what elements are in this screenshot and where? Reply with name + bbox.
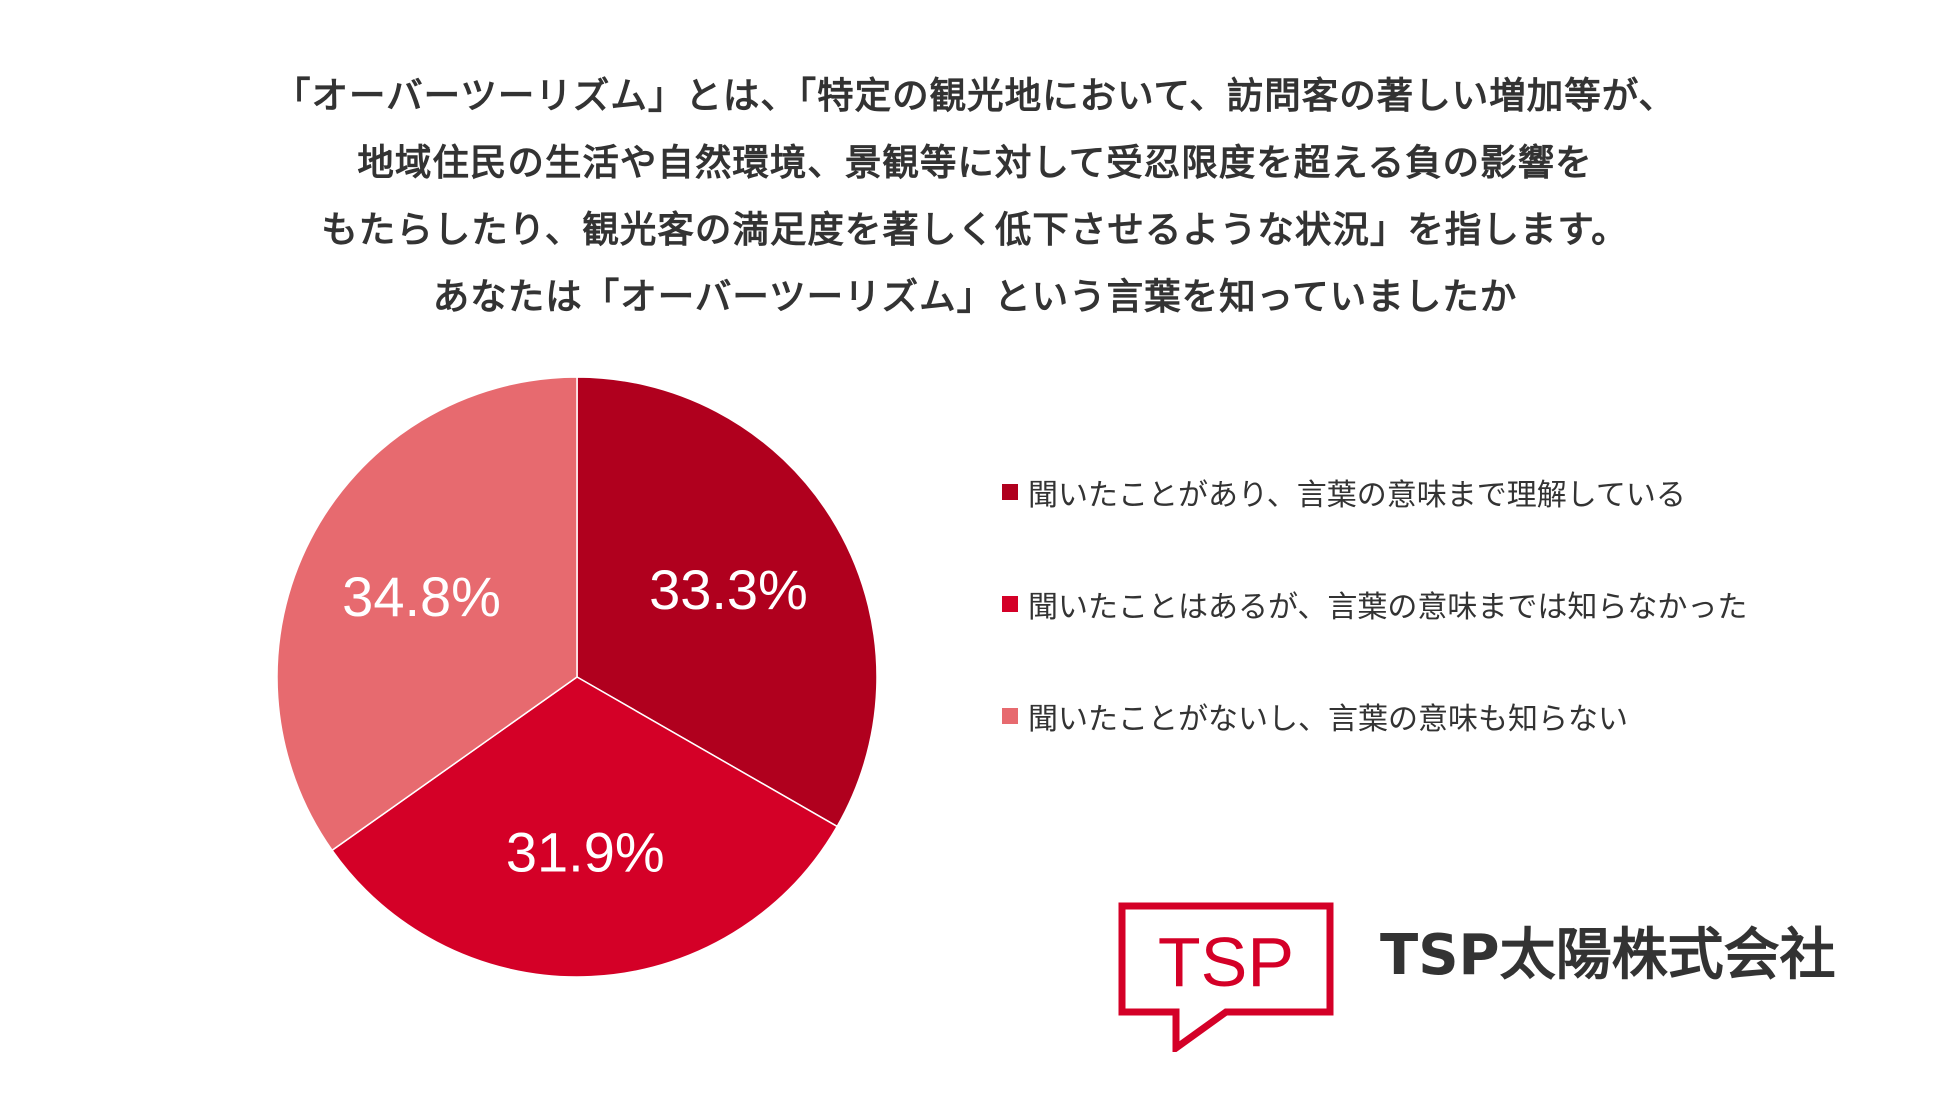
chart-title-line-1: 「オーバーツーリズム」とは、「特定の観光地において、訪問客の著しい増加等が、 [273,74,1676,117]
pie-slice [276,376,578,852]
legend-swatch [1002,484,1018,500]
legend-swatch [1002,596,1018,612]
chart-title-line-3: もたらしたり、観光客の満足度を著しく低下させるような状況」を指します。 [321,208,1629,251]
legend-label: 聞いたことがないし、言葉の意味も知らない [1028,702,1628,737]
chart-title-line-2: 地域住民の生活や自然環境、景観等に対して受忍限度を超える負の影響を [357,141,1593,184]
pie-slice-value-label: 31.9% [506,820,665,883]
chart-title: 「オーバーツーリズム」とは、「特定の観光地において、訪問客の著しい増加等が、 地… [100,62,1850,330]
legend-item: 聞いたことがないし、言葉の意味も知らない [1002,696,1747,737]
pie-slice-value-label: 34.8% [342,565,501,628]
logo-speech-bubble-outline [1118,902,1334,1052]
logo-text: TSP [1158,923,1294,1001]
pie-chart: 33.3% 31.9% 34.8% [276,376,878,978]
pie-slice-value-label: 33.3% [649,558,808,621]
legend-swatch [1002,708,1018,724]
legend-label: 聞いたことがあり、言葉の意味まで理解している [1028,478,1686,513]
tsp-logo: TSP [1118,902,1334,1052]
pie-slice [331,676,839,978]
chart-legend: 聞いたことがあり、言葉の意味まで理解している 聞いたことはあるが、言葉の意味まで… [1002,472,1747,808]
chart-title-line-4: あなたは「オーバーツーリズム」という言葉を知っていましたか [432,275,1518,318]
legend-label: 聞いたことはあるが、言葉の意味までは知らなかった [1028,590,1748,625]
legend-item: 聞いたことがあり、言葉の意味まで理解している [1002,472,1747,513]
company-name: TSP太陽株式会社 [1380,923,1836,988]
legend-item: 聞いたことはあるが、言葉の意味までは知らなかった [1002,584,1748,625]
pie-slice [576,376,878,828]
